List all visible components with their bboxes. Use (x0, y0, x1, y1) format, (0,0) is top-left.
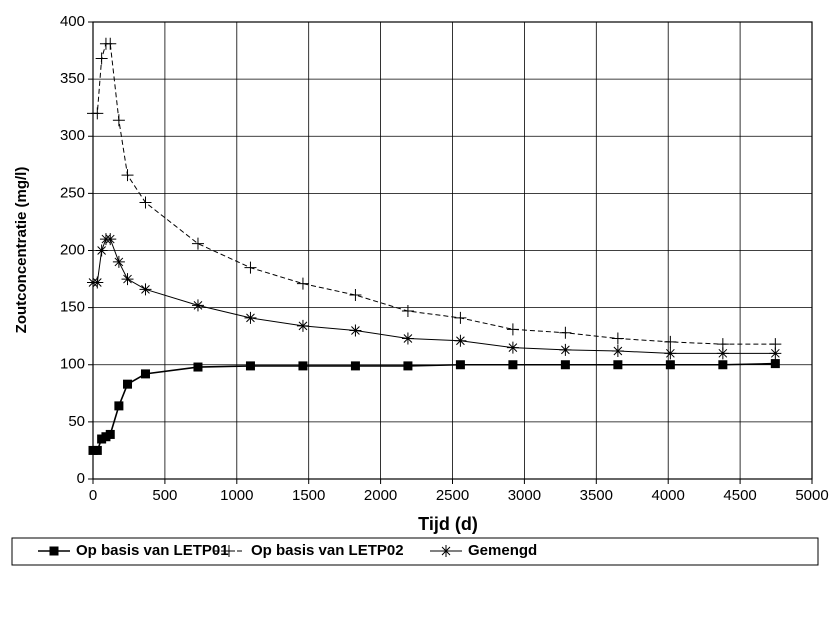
marker (440, 545, 452, 557)
y-tick-label: 0 (77, 470, 85, 487)
marker (244, 311, 257, 324)
marker (665, 360, 675, 370)
x-tick-label: 5000 (795, 487, 828, 504)
marker (92, 445, 102, 455)
marker (191, 299, 204, 312)
marker (244, 261, 257, 274)
marker (401, 305, 414, 318)
legend-label: Gemengd (468, 542, 537, 559)
marker (770, 359, 780, 369)
marker (403, 361, 413, 371)
series-line (93, 43, 776, 345)
marker (105, 429, 115, 439)
marker (114, 401, 124, 411)
legend-label: Op basis van LETP02 (251, 542, 404, 559)
marker (769, 347, 782, 360)
y-axis-label: Zoutconcentratie (mg/l) (13, 167, 30, 334)
marker (112, 255, 125, 268)
series-line (93, 238, 776, 354)
marker (104, 37, 117, 50)
marker (49, 546, 59, 556)
marker (223, 545, 235, 557)
marker (508, 360, 518, 370)
marker (123, 379, 133, 389)
series-line (93, 362, 776, 452)
marker (664, 347, 677, 360)
marker (506, 323, 519, 336)
marker (611, 345, 624, 358)
marker (104, 233, 117, 246)
x-tick-label: 0 (89, 487, 97, 504)
marker (95, 244, 108, 257)
marker (95, 52, 108, 65)
marker (191, 237, 204, 250)
marker (140, 369, 150, 379)
x-tick-label: 4000 (652, 487, 685, 504)
marker (454, 334, 467, 347)
y-tick-label: 250 (60, 184, 85, 201)
y-tick-label: 300 (60, 127, 85, 144)
marker (349, 289, 362, 302)
x-tick-label: 3500 (580, 487, 613, 504)
marker (121, 273, 134, 286)
marker (455, 360, 465, 370)
marker (454, 311, 467, 324)
marker (506, 341, 519, 354)
marker (139, 196, 152, 209)
marker (613, 360, 623, 370)
y-tick-label: 200 (60, 241, 85, 258)
marker (401, 332, 414, 345)
legend-label: Op basis van LETP01 (76, 542, 229, 559)
y-tick-label: 100 (60, 356, 85, 373)
x-tick-label: 4500 (723, 487, 756, 504)
y-tick-label: 350 (60, 70, 85, 87)
marker (296, 319, 309, 332)
marker (559, 343, 572, 356)
marker (139, 283, 152, 296)
marker (121, 169, 134, 182)
marker (296, 277, 309, 290)
marker (716, 347, 729, 360)
marker (718, 360, 728, 370)
y-tick-label: 50 (68, 413, 85, 430)
marker (350, 361, 360, 371)
marker (664, 335, 677, 348)
x-tick-label: 2000 (364, 487, 397, 504)
y-tick-label: 150 (60, 299, 85, 316)
x-tick-label: 1500 (292, 487, 325, 504)
marker (193, 362, 203, 372)
y-tick-label: 400 (60, 13, 85, 30)
legend-box (11, 537, 819, 566)
marker (611, 332, 624, 345)
marker (298, 361, 308, 371)
marker (112, 114, 125, 127)
x-tick-label: 500 (152, 487, 177, 504)
x-axis-label: Tijd (d) (418, 514, 478, 534)
marker (245, 361, 255, 371)
x-tick-label: 1000 (220, 487, 253, 504)
marker (349, 324, 362, 337)
x-tick-label: 2500 (436, 487, 469, 504)
marker (560, 360, 570, 370)
x-tick-label: 3000 (508, 487, 541, 504)
marker (91, 107, 104, 120)
marker (91, 276, 104, 289)
marker (559, 326, 572, 339)
